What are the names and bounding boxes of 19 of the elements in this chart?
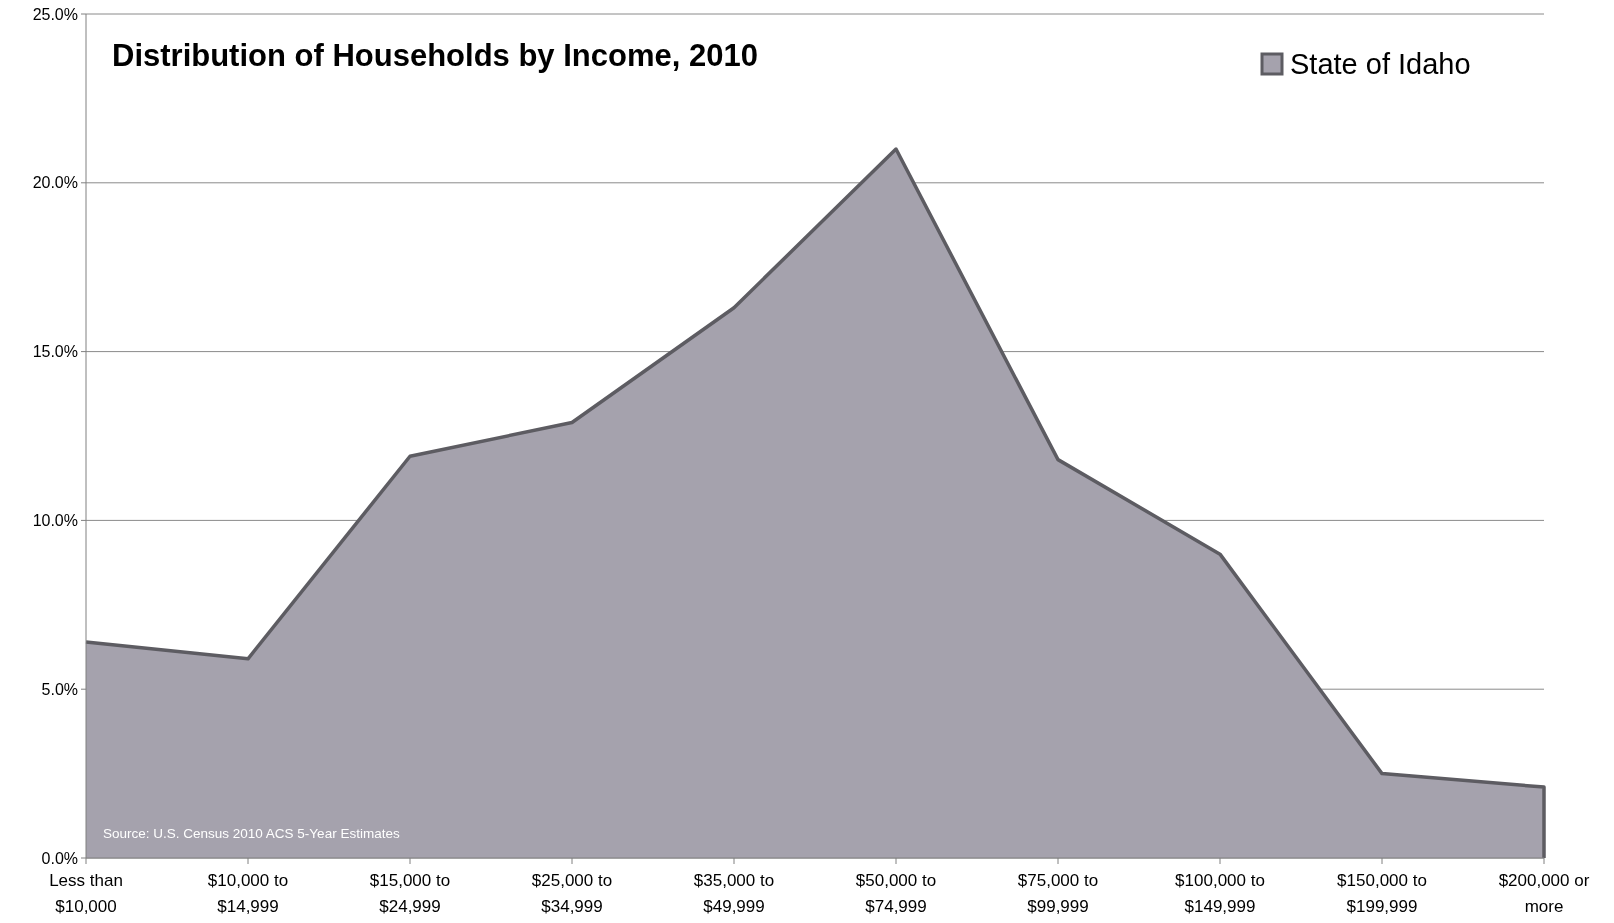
y-tick-label: 25.0% <box>32 5 78 23</box>
x-tick-label: $200,000 or more <box>1498 871 1590 916</box>
y-tick-label: 15.0% <box>32 343 78 361</box>
legend-label: State of Idaho <box>1290 48 1471 81</box>
x-tick-label: $150,000 to $199,999 <box>1337 871 1427 916</box>
y-tick-label: 0.0% <box>41 849 78 867</box>
y-tick-label: 10.0% <box>32 512 78 529</box>
x-tick-label: Less than $10,000 <box>49 871 123 916</box>
x-tick-label: $35,000 to $49,999 <box>693 871 775 916</box>
y-tick-label: 20.0% <box>32 174 78 192</box>
x-tick-label: $75,000 to $99,999 <box>1017 871 1099 916</box>
annotation: Source: U.S. Census 2010 ACS 5-Year Estimates <box>103 826 400 841</box>
x-tick-label: $50,000 to $74,999 <box>855 871 937 916</box>
x-tick-label: $100,000 to $149,999 <box>1175 871 1265 916</box>
text: Distribution of Households by Income, 2010 <box>112 38 758 73</box>
y-tick-label: 5.0% <box>41 680 78 698</box>
x-tick-label: $10,000 to $14,999 <box>207 871 289 916</box>
x-tick-label: $15,000 to $24,999 <box>369 871 451 916</box>
x-tick-label: $25,000 to $34,999 <box>531 871 613 916</box>
